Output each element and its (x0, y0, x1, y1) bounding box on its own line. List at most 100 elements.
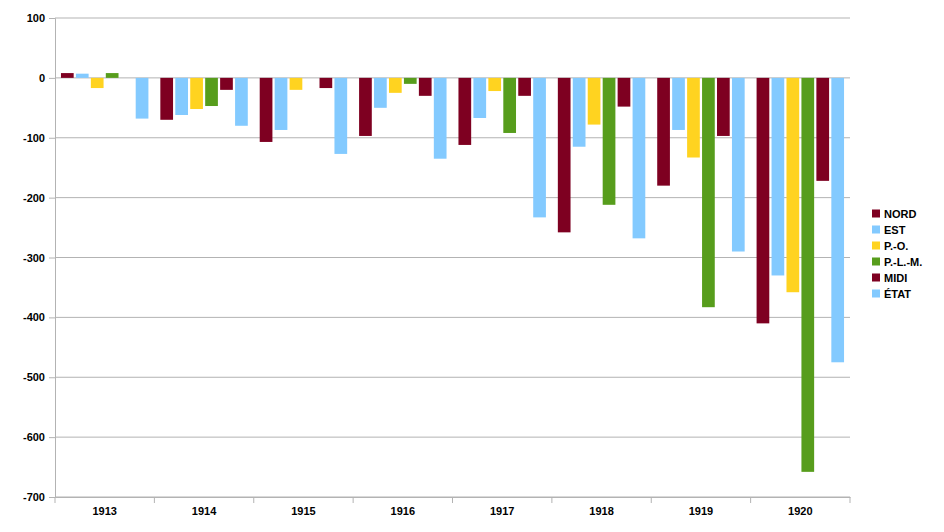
y-tick-mark (49, 317, 55, 318)
grid-line (55, 437, 850, 438)
bar (588, 78, 601, 125)
y-tick: -600 (23, 431, 55, 443)
series (91, 78, 799, 292)
bar (260, 78, 273, 142)
grid-line (55, 137, 850, 138)
grid-line (55, 197, 850, 198)
legend-item: EST (872, 224, 906, 236)
bar (816, 78, 829, 181)
bar (618, 78, 631, 107)
bar (320, 78, 333, 88)
separator (154, 497, 155, 503)
x-tick: 1919 (689, 497, 713, 517)
legend-label: ÉTAT (884, 288, 911, 300)
bar (190, 78, 203, 109)
separator (353, 497, 354, 503)
grid (55, 18, 850, 497)
bar (657, 78, 670, 186)
y-tick: 0 (39, 72, 55, 84)
bar (786, 78, 799, 292)
bar (235, 78, 248, 126)
y-tick-label: -400 (23, 311, 45, 323)
grid-line (55, 317, 850, 318)
bar (633, 78, 646, 238)
series (61, 73, 769, 323)
bar (359, 78, 372, 136)
y-tick: 100 (27, 12, 55, 24)
y-tick: -100 (23, 132, 55, 144)
y-tick-mark (49, 18, 55, 19)
x-tick-label: 1920 (788, 505, 812, 517)
y-tick: -300 (23, 252, 55, 264)
bars (61, 73, 844, 472)
legend: NORD EST P.-O. P.-L.-M. MIDI ÉTAT (872, 208, 922, 300)
legend-swatch (872, 242, 880, 250)
bar (76, 74, 89, 78)
legend-swatch (872, 274, 880, 282)
bar (518, 78, 531, 96)
x-tick: 1917 (490, 497, 514, 517)
x-tick: 1914 (192, 497, 217, 517)
legend-swatch (872, 290, 880, 298)
legend-item: ÉTAT (872, 288, 911, 300)
y-tick: -200 (23, 192, 55, 204)
bar (305, 77, 318, 78)
x-tick-label: 1913 (92, 505, 116, 517)
legend-label: P.-O. (884, 240, 908, 252)
bar (389, 78, 402, 93)
bar (220, 78, 233, 90)
legend-item: P.-O. (872, 240, 908, 252)
separator (750, 497, 751, 503)
x-tick: 1920 (788, 497, 812, 517)
grid-line (55, 377, 850, 378)
bar (672, 78, 685, 130)
x-tick-label: 1916 (391, 505, 415, 517)
y-tick: -500 (23, 371, 55, 383)
separators (55, 497, 850, 503)
bar (732, 78, 745, 252)
x-tick: 1915 (291, 497, 315, 517)
x-tick-label: 1918 (589, 505, 613, 517)
y-tick-mark (49, 377, 55, 378)
y-tick-label: -300 (23, 252, 45, 264)
bar (757, 78, 770, 323)
legend-item: MIDI (872, 272, 907, 284)
x-tick-label: 1919 (689, 505, 713, 517)
bar (275, 78, 288, 130)
y-tick: -400 (23, 311, 55, 323)
y-axis: -700-600-500-400-300-200-1000100 (23, 12, 56, 503)
y-tick-label: -100 (23, 132, 45, 144)
legend-item: NORD (872, 208, 916, 220)
bar (772, 78, 785, 276)
y-tick-mark (49, 497, 55, 498)
bar (503, 78, 516, 133)
y-tick-label: 100 (27, 12, 45, 24)
legend-label: MIDI (884, 272, 907, 284)
series (136, 78, 844, 362)
bar (121, 77, 134, 78)
bar (473, 78, 486, 118)
grid-line (55, 18, 850, 19)
y-tick-mark (49, 198, 55, 199)
plot: -700-600-500-400-300-200-100010019131914… (23, 12, 851, 517)
y-tick-mark (49, 437, 55, 438)
bar (558, 78, 571, 232)
x-tick-label: 1915 (291, 505, 315, 517)
bar (717, 78, 730, 136)
y-tick-mark (49, 78, 55, 79)
y-tick-mark (49, 138, 55, 139)
bar (160, 78, 173, 120)
bar (702, 78, 715, 307)
bar (603, 78, 616, 205)
bar (533, 78, 546, 218)
separator (253, 497, 254, 503)
y-tick-label: -600 (23, 431, 45, 443)
bar (801, 78, 814, 472)
y-axis-line (49, 19, 56, 498)
bar (687, 78, 700, 158)
bar (205, 78, 218, 106)
legend-label: P.-L.-M. (884, 256, 922, 268)
bar (831, 78, 844, 362)
bar (334, 78, 347, 154)
bar (374, 78, 387, 108)
